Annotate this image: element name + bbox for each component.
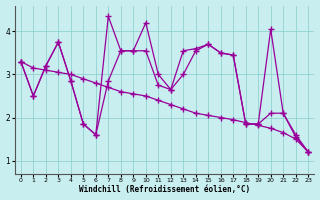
X-axis label: Windchill (Refroidissement éolien,°C): Windchill (Refroidissement éolien,°C) <box>79 185 250 194</box>
